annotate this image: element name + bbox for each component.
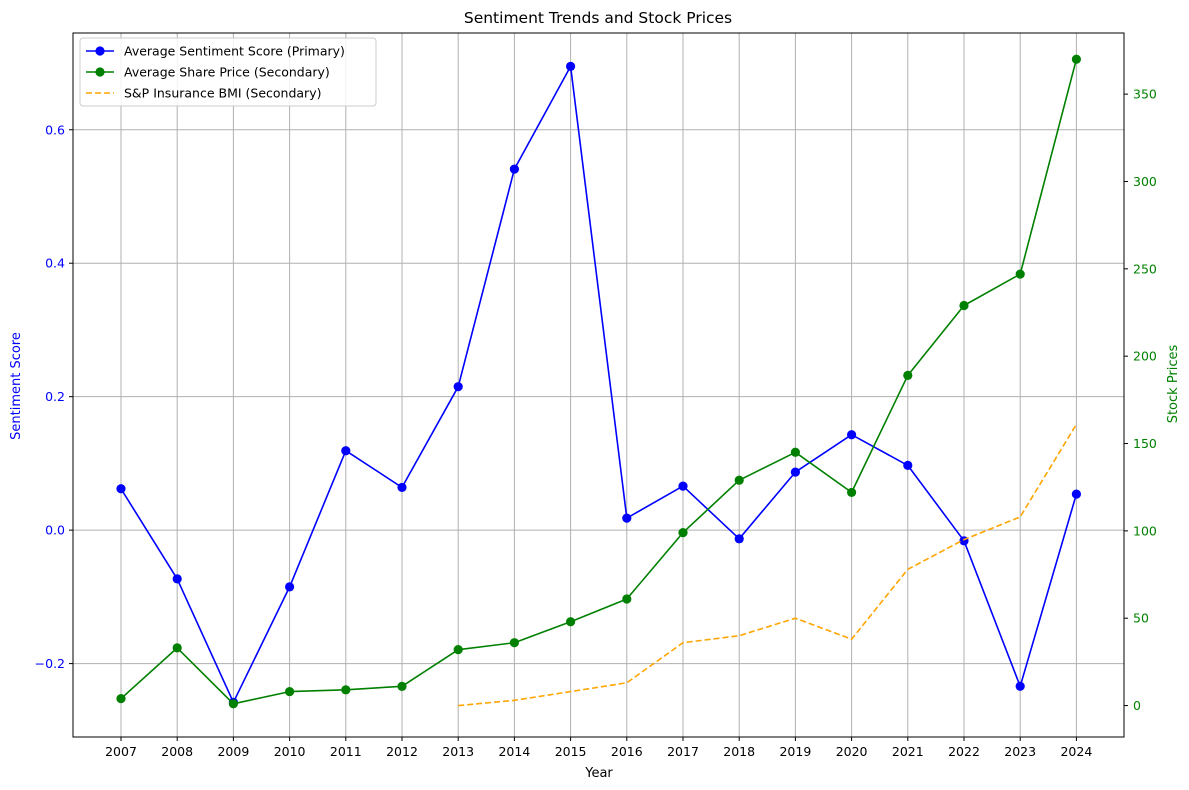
series-2 [458,423,1078,707]
data-point [847,487,857,498]
data-point [566,61,576,71]
data-point [397,681,407,691]
data-point [566,617,576,627]
x-tick-label: 2024 [1060,744,1092,759]
data-point [622,594,632,604]
data-point [228,699,238,709]
x-tick-label: 2010 [274,744,306,759]
x-tick-label: 2023 [1004,744,1036,759]
legend-box [79,37,377,107]
y-secondary-tick-label: 350 [1133,87,1157,102]
x-tick-label: 2008 [161,744,193,759]
data-point [959,300,969,311]
grid [73,33,1124,737]
series-layer [116,54,1081,709]
data-point [509,638,519,648]
data-point [172,643,182,653]
legend-swatch-marker [95,67,105,77]
data-point [903,460,913,471]
legend-label: S&P Insurance BMI (Secondary) [124,86,321,101]
data-point [1071,54,1081,64]
plot-frame [72,32,1125,738]
series-1 [116,54,1081,709]
x-tick-label: 2016 [611,744,643,759]
y-primary-tick-label: 0.0 [45,523,65,538]
x-tick-label: 2015 [555,744,587,759]
x-tick-label: 2011 [330,744,362,759]
legend-swatch-marker [95,46,105,56]
data-point [734,475,744,485]
data-point [1071,489,1081,499]
y-secondary-tick-label: 0 [1133,698,1141,713]
data-point [116,484,126,494]
y-primary-tick-label: −0.2 [35,656,65,671]
x-tick-label: 2007 [105,744,137,759]
data-point [1015,269,1025,279]
y-axis-secondary-title: Stock Prices [1166,344,1181,423]
data-point [903,370,913,380]
data-point [285,582,295,592]
data-point [790,447,801,457]
series-line [120,58,1078,705]
legend-label: Average Sentiment Score (Primary) [124,44,345,59]
legend-label: Average Share Price (Secondary) [124,65,330,80]
data-point [847,430,857,440]
y-primary-tick-label: 0.2 [45,389,65,404]
data-point [341,446,351,456]
x-tick-label: 2021 [892,744,924,759]
data-point [734,534,744,544]
series-line [458,423,1078,707]
data-point [285,686,295,697]
legend: Average Sentiment Score (Primary) Average… [79,37,377,107]
x-tick-label: 2017 [667,744,699,759]
x-tick-label: 2012 [386,744,418,759]
data-point [678,528,688,538]
x-axis-title: Year [584,766,613,781]
data-point [678,481,688,491]
y-secondary-tick-label: 200 [1133,349,1157,364]
x-tick-label: 2018 [723,744,755,759]
x-tick-label: 2009 [217,744,249,759]
data-point [622,513,632,523]
y-secondary-tick-label: 100 [1133,523,1157,538]
y-secondary-tick-label: 250 [1133,261,1157,276]
data-point [116,693,126,704]
series-line [120,65,1078,704]
x-tick-label: 2013 [442,744,474,759]
y-primary-tick-label: 0.6 [45,122,65,137]
data-point [341,685,351,695]
x-tick-label: 2020 [836,744,868,759]
x-tick-label: 2014 [498,744,530,759]
data-point [1015,681,1025,691]
y-secondary-tick-label: 50 [1133,611,1149,626]
data-point [397,482,407,493]
data-point [790,467,801,477]
x-axis: 2007 2008 2009 2010 2011 2012 2013 2014 2015 2016… [105,737,1092,759]
data-point [172,574,182,584]
data-point [453,645,463,655]
x-tick-label: 2019 [779,744,811,759]
data-point [453,382,463,392]
y-axis-primary: −0.2 0.0 0.2 0.4 0.6 [35,122,73,671]
y-secondary-tick-label: 300 [1133,174,1157,189]
y-axis-primary-title: Sentiment Score [9,332,24,440]
series-0 [116,61,1081,707]
data-point [509,164,519,174]
chart-title: Sentiment Trends and Stock Prices [464,9,732,27]
x-tick-label: 2022 [948,744,980,759]
y-primary-tick-label: 0.4 [45,256,65,271]
y-secondary-tick-label: 150 [1133,436,1157,451]
y-axis-secondary: 0 50 100 150 200 250 300 350 [1124,87,1157,713]
